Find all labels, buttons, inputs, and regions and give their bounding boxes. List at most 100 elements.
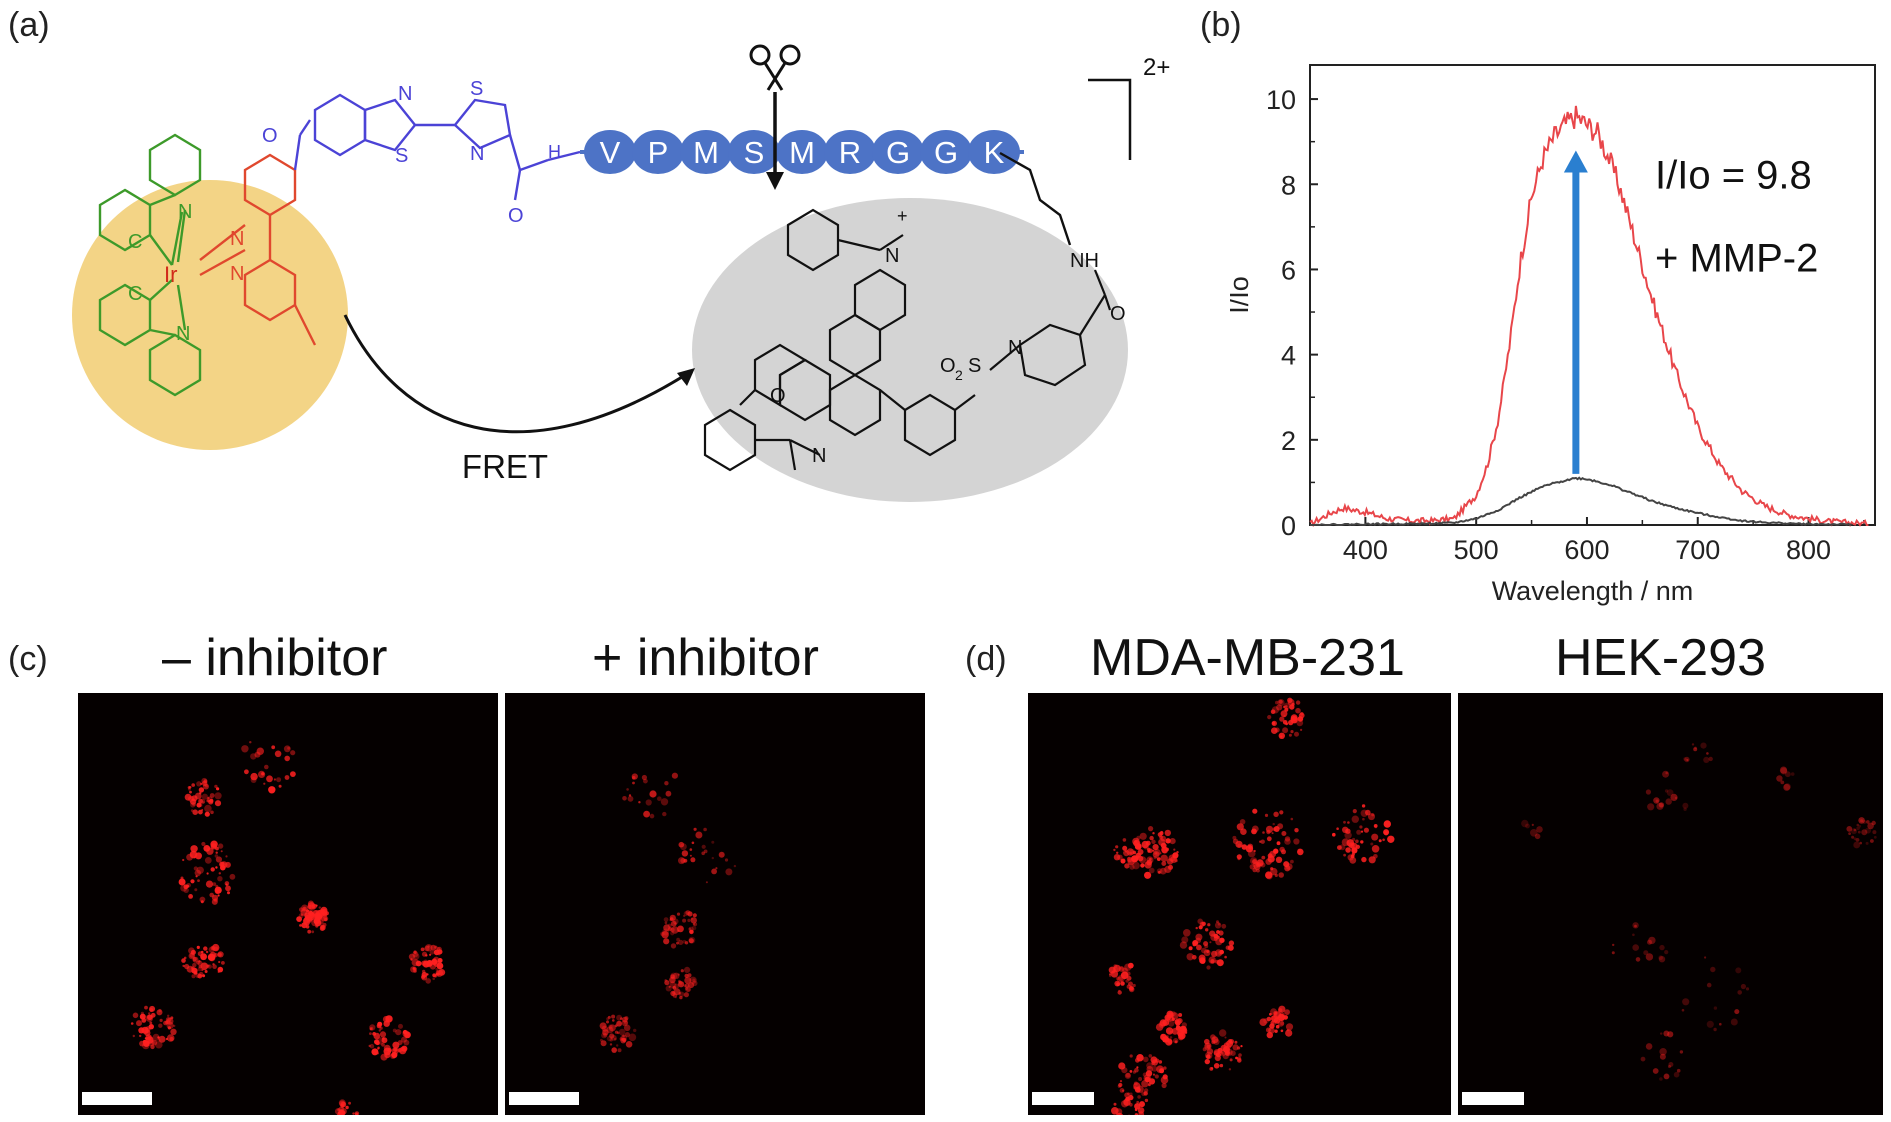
cell-signal-dot <box>1116 851 1119 854</box>
cell-signal-dot <box>200 962 209 971</box>
fret-probe-scheme: FRET 2+ <box>72 44 1170 502</box>
cell-signal-dot <box>139 1040 145 1047</box>
o-atom-linker: O <box>262 125 278 147</box>
cell-signal-dot <box>1113 1102 1117 1106</box>
scale-bar <box>82 1092 152 1105</box>
cell-signal-dot <box>1229 1058 1233 1062</box>
cell-signal-dot <box>1284 836 1291 842</box>
cell-signal-dot <box>1230 1050 1236 1056</box>
cell-signal-dot <box>1673 1071 1680 1078</box>
cell-signal-dot <box>1124 1072 1131 1079</box>
cell-signal-dot <box>203 783 209 790</box>
micrograph-hek-293 <box>1458 693 1883 1115</box>
cell-signal-dot <box>205 950 209 954</box>
cell-signal-dot <box>410 966 417 973</box>
cell-signal-dot <box>377 1021 383 1027</box>
cell-signal-dot <box>1125 1072 1131 1078</box>
cell-signal-dot <box>201 809 204 811</box>
cell-signal-dot <box>1270 709 1276 714</box>
cell-signal-dot <box>202 974 206 978</box>
cell-signal-dot <box>1266 1016 1272 1022</box>
cell-signal-dot <box>663 917 669 922</box>
cell-signal-dot <box>1267 855 1275 863</box>
cell-signal-dot <box>733 864 737 868</box>
cell-signal-dot <box>627 795 634 802</box>
cell-signal-dot <box>369 1027 373 1031</box>
cell-signal-dot <box>188 787 191 791</box>
cell-signal-dot <box>1134 1067 1139 1073</box>
cell-signal-dot <box>1206 965 1211 970</box>
cell-signal-dot <box>631 773 638 780</box>
cell-signal-dot <box>299 924 302 927</box>
cell-signal-dot <box>1872 830 1877 835</box>
cell-signal-dot <box>1113 848 1116 852</box>
cell-signal-dot <box>1161 1082 1167 1089</box>
cell-signal-dot <box>1206 1048 1214 1055</box>
cell-signal-dot <box>264 764 269 770</box>
y-axis-label: I/Io <box>1230 276 1254 314</box>
cell-signal-dot <box>132 1012 139 1019</box>
cell-signal-dot <box>1293 838 1300 845</box>
cell-signal-dot <box>1206 1044 1211 1049</box>
cell-signal-dot <box>1655 799 1659 803</box>
cell-signal-dot <box>1871 820 1876 826</box>
cell-signal-dot <box>1288 719 1294 726</box>
cell-signal-dot <box>1223 1046 1230 1053</box>
cell-signal-dot <box>691 925 697 931</box>
cell-signal-dot <box>1858 817 1865 824</box>
cell-signal-dot <box>206 872 209 875</box>
cell-signal-dot <box>216 787 220 791</box>
cell-signal-dot <box>616 1020 622 1027</box>
ratio-annotation: I/Io = 9.8 <box>1655 154 1812 198</box>
cell-signal-dot <box>1287 697 1293 703</box>
cell-signal-dot <box>167 1014 170 1017</box>
cell-signal-dot <box>422 969 426 974</box>
cell-signal-dot <box>1132 850 1137 855</box>
cell-signal-dot <box>1706 1020 1714 1028</box>
cell-signal-dot <box>392 1028 397 1033</box>
cell-signal-dot <box>1251 828 1257 835</box>
o-atom-amide2: O <box>1110 303 1126 325</box>
cell-signal-dot <box>688 982 695 989</box>
cell-signal-dot <box>1284 705 1288 708</box>
cell-signal-dot <box>1271 1015 1279 1023</box>
cell-signal-dot <box>1224 1036 1227 1039</box>
enzyme-annotation: + MMP-2 <box>1655 237 1818 281</box>
cell-signal-dot <box>1204 1038 1210 1045</box>
acceptor-ellipse <box>692 198 1128 502</box>
cell-signal-dot <box>1275 1024 1280 1029</box>
cell-signal-dot <box>210 945 216 951</box>
cell-signal-dot <box>1663 1030 1670 1037</box>
cell-signal-dot <box>1275 700 1279 705</box>
cell-signal-dot <box>193 971 198 975</box>
cell-signal-dot <box>1682 802 1689 809</box>
cell-signal-dot <box>676 941 679 945</box>
y-tick-label: 2 <box>1281 426 1296 456</box>
cell-signal-dot <box>687 911 693 917</box>
cell-signal-dot <box>1178 1013 1183 1017</box>
cell-signal-dot <box>1278 699 1283 704</box>
cell-signal-dot <box>421 960 427 966</box>
cell-signal-dot <box>1691 743 1695 746</box>
cell-signal-dot <box>1371 813 1375 817</box>
cell-signal-dot <box>1122 838 1127 842</box>
cell-signal-dot <box>669 927 675 933</box>
cell-signal-dot <box>1670 793 1678 801</box>
cell-signal-dot <box>1186 953 1194 961</box>
cell-signal-dot <box>1228 1041 1232 1045</box>
cell-signal-dot <box>695 831 703 839</box>
cell-signal-dot <box>1158 1060 1163 1064</box>
cell-signal-dot <box>1870 839 1874 843</box>
cell-signal-dot <box>1713 1006 1718 1010</box>
peptide-residue <box>680 130 732 174</box>
cell-signal-dot <box>1861 829 1868 836</box>
cell-signal-dot <box>670 931 675 936</box>
cell-signal-dot <box>1710 966 1716 973</box>
cell-signal-dot <box>165 1037 169 1041</box>
cell-signal-dot <box>1776 775 1783 782</box>
cell-signal-dot <box>645 799 652 806</box>
panel-label-c: (c) <box>8 640 48 678</box>
cell-signal-dot <box>671 772 678 779</box>
cell-signal-dot <box>1780 780 1785 785</box>
cell-signal-dot <box>1656 802 1664 810</box>
